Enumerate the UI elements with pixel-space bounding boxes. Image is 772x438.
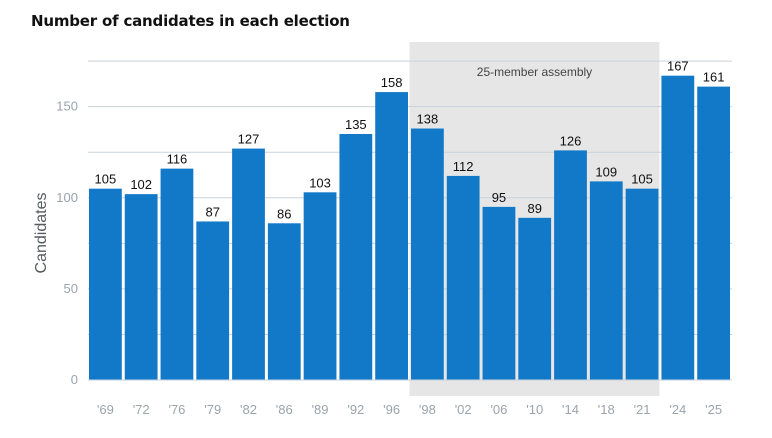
x-tick-label: '14 [562, 402, 579, 417]
bar [482, 206, 516, 380]
bar [267, 223, 301, 380]
x-tick-label: '02 [455, 402, 472, 417]
x-tick-label: '06 [490, 402, 507, 417]
bar-value-label: 126 [560, 133, 582, 148]
bar-value-label: 167 [667, 59, 689, 74]
x-tick-label: '10 [526, 402, 543, 417]
bar [232, 148, 265, 380]
bar-value-label: 102 [130, 177, 152, 192]
x-tick-label: '92 [347, 402, 364, 417]
bar-value-label: 89 [527, 201, 541, 216]
bar-value-label: 138 [417, 112, 439, 127]
x-tick-label: '18 [598, 402, 615, 417]
bar-value-label: 105 [631, 172, 653, 187]
bar [697, 86, 730, 380]
bar [196, 221, 230, 380]
y-axis-label: Candidates [33, 193, 50, 274]
bar-value-label: 116 [167, 152, 188, 167]
y-tick-label: 50 [64, 281, 78, 296]
x-tick-label: '96 [383, 402, 400, 417]
bar-value-label: 112 [453, 159, 474, 174]
bar-value-label: 135 [345, 117, 367, 132]
bar-value-label: 109 [595, 164, 617, 179]
y-tick-label: 100 [56, 190, 78, 205]
bar [554, 150, 587, 380]
annotation-label: 25-member assembly [477, 65, 592, 79]
bar [589, 181, 623, 380]
x-tick-label: '21 [634, 402, 651, 417]
bar-value-label: 161 [703, 70, 725, 85]
bar-value-label: 87 [205, 204, 219, 219]
bar-value-label: 95 [492, 190, 506, 205]
bar [446, 175, 480, 380]
bar-value-label: 105 [95, 172, 117, 187]
chart-title: Number of candidates in each election [31, 12, 350, 30]
bar [375, 92, 408, 380]
x-tick-label: '79 [204, 402, 221, 417]
bar [661, 75, 695, 380]
x-tick-label: '86 [276, 402, 293, 417]
bar-value-label: 103 [309, 175, 331, 190]
bar [625, 188, 659, 380]
bar-value-label: 86 [277, 206, 291, 221]
bar-value-label: 127 [238, 132, 260, 147]
bar [160, 168, 194, 380]
x-tick-label: '72 [133, 402, 150, 417]
bar [411, 128, 444, 380]
bar [339, 134, 373, 380]
y-tick-label: 0 [71, 372, 78, 387]
y-tick-label: 150 [56, 99, 78, 114]
bar [124, 194, 158, 380]
x-tick-label: '82 [240, 402, 257, 417]
x-tick-label: '98 [419, 402, 436, 417]
x-tick-label: '25 [705, 402, 722, 417]
bar [518, 217, 552, 380]
x-tick-label: '76 [168, 402, 185, 417]
bar-value-label: 158 [381, 75, 403, 90]
x-tick-label: '24 [669, 402, 686, 417]
bar [303, 192, 337, 380]
x-tick-label: '89 [312, 402, 329, 417]
bar [89, 188, 122, 380]
x-tick-label: '69 [97, 402, 114, 417]
